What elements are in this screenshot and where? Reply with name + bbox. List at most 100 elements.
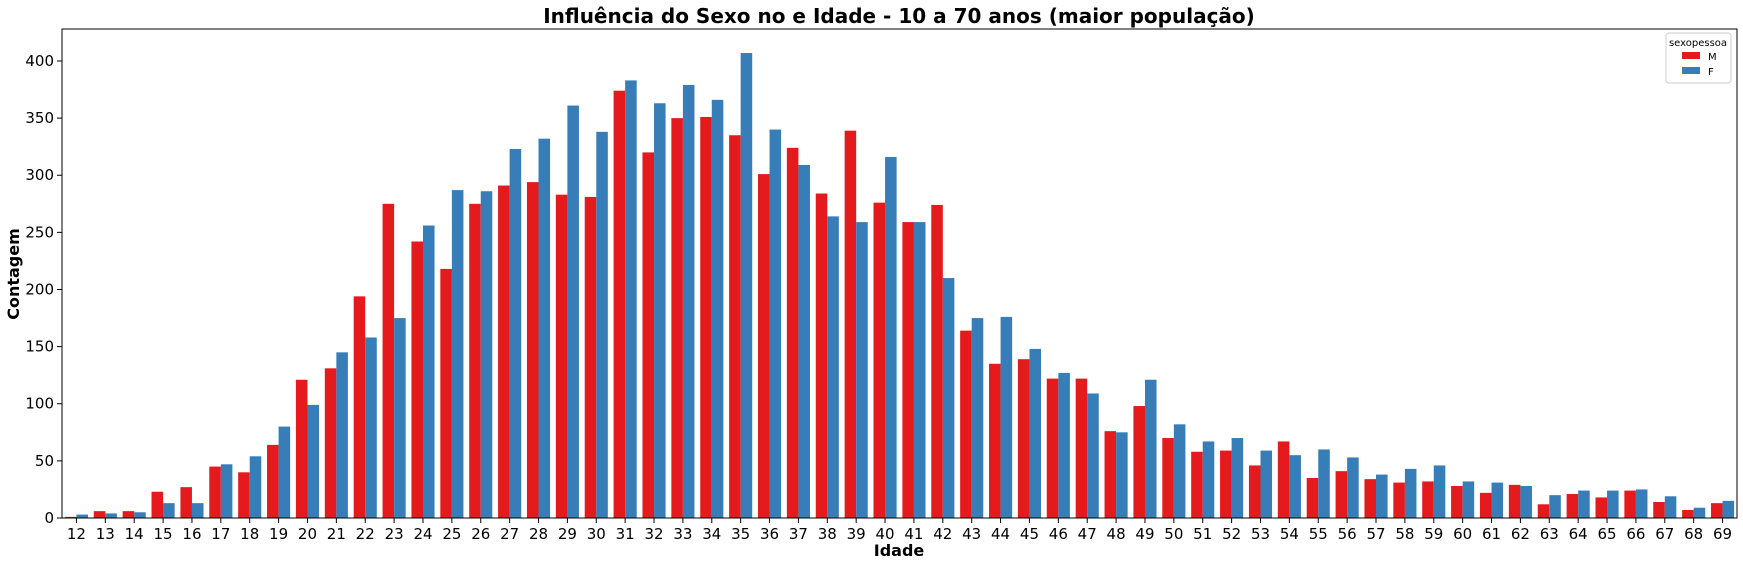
x-tick-label: 26 bbox=[471, 525, 490, 543]
bar-f-35 bbox=[740, 52, 753, 519]
bar-f-44 bbox=[1000, 316, 1013, 518]
bar-f-14 bbox=[134, 512, 146, 518]
x-tick-label: 67 bbox=[1655, 525, 1674, 543]
x-tick-label: 46 bbox=[1049, 525, 1068, 543]
bar-f-59 bbox=[1433, 465, 1446, 518]
y-tick-label: 400 bbox=[25, 52, 54, 70]
bar-m-69 bbox=[1711, 503, 1723, 518]
bar-f-46 bbox=[1058, 372, 1070, 518]
x-tick-label: 27 bbox=[500, 525, 519, 543]
bar-f-20 bbox=[307, 404, 320, 518]
bar-f-56 bbox=[1347, 457, 1359, 518]
x-tick-label: 35 bbox=[731, 525, 750, 543]
x-tick-label: 56 bbox=[1338, 525, 1357, 543]
bar-m-43 bbox=[960, 330, 972, 518]
legend-swatch-m bbox=[1682, 52, 1700, 59]
bar-m-58 bbox=[1393, 482, 1405, 518]
x-tick-label: 19 bbox=[269, 525, 288, 543]
bar-m-57 bbox=[1364, 479, 1377, 518]
bar-m-26 bbox=[469, 203, 481, 518]
bar-m-25 bbox=[440, 268, 452, 518]
bar-m-34 bbox=[700, 116, 712, 518]
x-tick-label: 24 bbox=[413, 525, 432, 543]
bar-m-32 bbox=[642, 152, 655, 518]
bar-f-27 bbox=[509, 148, 522, 518]
bar-m-22 bbox=[353, 296, 366, 518]
bar-f-64 bbox=[1578, 490, 1590, 518]
y-axis-label: Contagem bbox=[4, 228, 23, 320]
bar-f-26 bbox=[480, 191, 493, 519]
bar-m-20 bbox=[295, 379, 308, 518]
bar-m-63 bbox=[1537, 504, 1550, 518]
bar-f-50 bbox=[1173, 424, 1186, 518]
bar-m-35 bbox=[729, 135, 741, 518]
bar-f-51 bbox=[1202, 441, 1215, 518]
bar-m-40 bbox=[873, 202, 886, 518]
bar-f-57 bbox=[1376, 474, 1388, 518]
legend-title: sexopessoa bbox=[1669, 38, 1727, 49]
y-tick-label: 50 bbox=[35, 452, 54, 470]
x-tick-label: 44 bbox=[991, 525, 1010, 543]
x-tick-label: 59 bbox=[1424, 525, 1443, 543]
bar-f-54 bbox=[1289, 455, 1301, 518]
x-tick-label: 60 bbox=[1453, 525, 1472, 543]
x-tick-label: 63 bbox=[1540, 525, 1559, 543]
bar-m-14 bbox=[122, 511, 135, 518]
x-tick-label: 32 bbox=[644, 525, 663, 543]
x-tick-label: 48 bbox=[1107, 525, 1126, 543]
x-tick-label: 65 bbox=[1597, 525, 1616, 543]
x-tick-label: 69 bbox=[1713, 525, 1732, 543]
bar-f-60 bbox=[1462, 481, 1475, 518]
bar-m-67 bbox=[1653, 502, 1665, 518]
bar-f-48 bbox=[1116, 432, 1128, 518]
y-tick-label: 150 bbox=[25, 338, 54, 356]
bar-f-19 bbox=[278, 426, 291, 518]
x-tick-label: 47 bbox=[1078, 525, 1097, 543]
bar-f-47 bbox=[1087, 393, 1099, 518]
bar-f-28 bbox=[538, 138, 551, 518]
bar-f-29 bbox=[567, 105, 579, 519]
bar-f-38 bbox=[827, 216, 839, 518]
bar-f-41 bbox=[913, 222, 926, 518]
bar-m-30 bbox=[584, 196, 597, 518]
bar-f-30 bbox=[596, 131, 608, 518]
bar-m-47 bbox=[1075, 378, 1088, 518]
y-tick-label: 350 bbox=[25, 109, 54, 127]
x-tick-label: 25 bbox=[442, 525, 461, 543]
x-tick-label: 57 bbox=[1366, 525, 1385, 543]
x-tick-label: 34 bbox=[702, 525, 721, 543]
bar-m-29 bbox=[555, 194, 568, 519]
x-tick-label: 64 bbox=[1569, 525, 1588, 543]
bar-m-60 bbox=[1451, 486, 1463, 518]
bar-f-37 bbox=[798, 164, 810, 518]
x-tick-label: 31 bbox=[616, 525, 635, 543]
bar-m-45 bbox=[1017, 359, 1030, 518]
bar-m-27 bbox=[498, 185, 510, 518]
bar-f-13 bbox=[105, 513, 117, 518]
bar-f-42 bbox=[942, 278, 955, 518]
bar-m-31 bbox=[613, 90, 626, 518]
x-tick-label: 29 bbox=[558, 525, 577, 543]
x-tick-label: 16 bbox=[182, 525, 201, 543]
bar-f-58 bbox=[1404, 468, 1417, 518]
bar-m-66 bbox=[1624, 490, 1636, 518]
x-tick-label: 15 bbox=[154, 525, 173, 543]
bar-f-40 bbox=[885, 156, 897, 518]
x-tick-label: 20 bbox=[298, 525, 317, 543]
x-tick-label: 50 bbox=[1164, 525, 1183, 543]
bar-f-69 bbox=[1722, 500, 1735, 518]
bar-f-16 bbox=[191, 503, 204, 518]
bar-m-52 bbox=[1220, 450, 1232, 518]
x-tick-label: 52 bbox=[1222, 525, 1241, 543]
bar-f-31 bbox=[625, 80, 637, 518]
y-tick-label: 300 bbox=[25, 166, 54, 184]
bar-f-33 bbox=[682, 84, 695, 518]
bar-m-15 bbox=[151, 491, 164, 518]
bar-f-65 bbox=[1607, 490, 1619, 518]
y-axis-ticks: 0 50 100 150 200 250 300 350 400 bbox=[25, 52, 62, 527]
x-tick-label: 49 bbox=[1135, 525, 1154, 543]
bar-f-36 bbox=[769, 129, 782, 519]
x-tick-label: 45 bbox=[1020, 525, 1039, 543]
x-tick-label: 39 bbox=[847, 525, 866, 543]
